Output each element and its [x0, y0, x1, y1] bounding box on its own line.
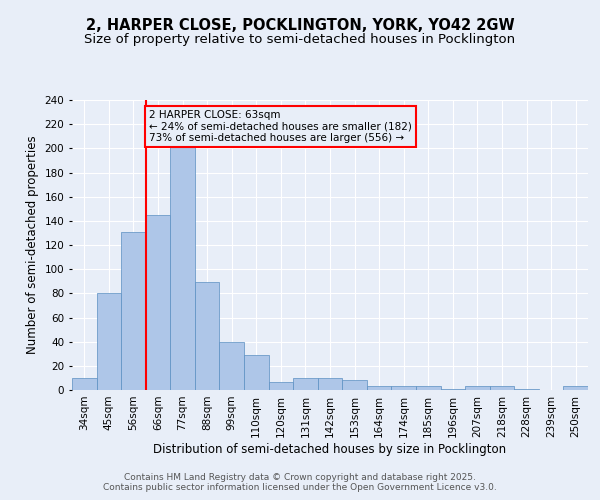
Bar — [391, 386, 416, 390]
Bar — [318, 378, 342, 390]
X-axis label: Distribution of semi-detached houses by size in Pocklington: Distribution of semi-detached houses by … — [154, 442, 506, 456]
Text: Size of property relative to semi-detached houses in Pocklington: Size of property relative to semi-detach… — [85, 32, 515, 46]
Bar — [416, 386, 440, 390]
Bar — [97, 294, 121, 390]
Text: Contains HM Land Registry data © Crown copyright and database right 2025.
Contai: Contains HM Land Registry data © Crown c… — [103, 473, 497, 492]
Bar — [244, 355, 269, 390]
Bar — [220, 342, 244, 390]
Bar — [490, 386, 514, 390]
Bar — [465, 386, 490, 390]
Bar — [293, 378, 318, 390]
Bar — [342, 380, 367, 390]
Text: 2 HARPER CLOSE: 63sqm
← 24% of semi-detached houses are smaller (182)
73% of sem: 2 HARPER CLOSE: 63sqm ← 24% of semi-deta… — [149, 110, 412, 143]
Bar — [563, 386, 588, 390]
Bar — [514, 389, 539, 390]
Bar — [121, 232, 146, 390]
Bar — [146, 215, 170, 390]
Y-axis label: Number of semi-detached properties: Number of semi-detached properties — [26, 136, 39, 354]
Bar — [269, 382, 293, 390]
Bar — [72, 378, 97, 390]
Bar — [367, 386, 391, 390]
Text: 2, HARPER CLOSE, POCKLINGTON, YORK, YO42 2GW: 2, HARPER CLOSE, POCKLINGTON, YORK, YO42… — [86, 18, 514, 32]
Bar — [170, 146, 195, 390]
Bar — [195, 282, 220, 390]
Bar — [440, 389, 465, 390]
